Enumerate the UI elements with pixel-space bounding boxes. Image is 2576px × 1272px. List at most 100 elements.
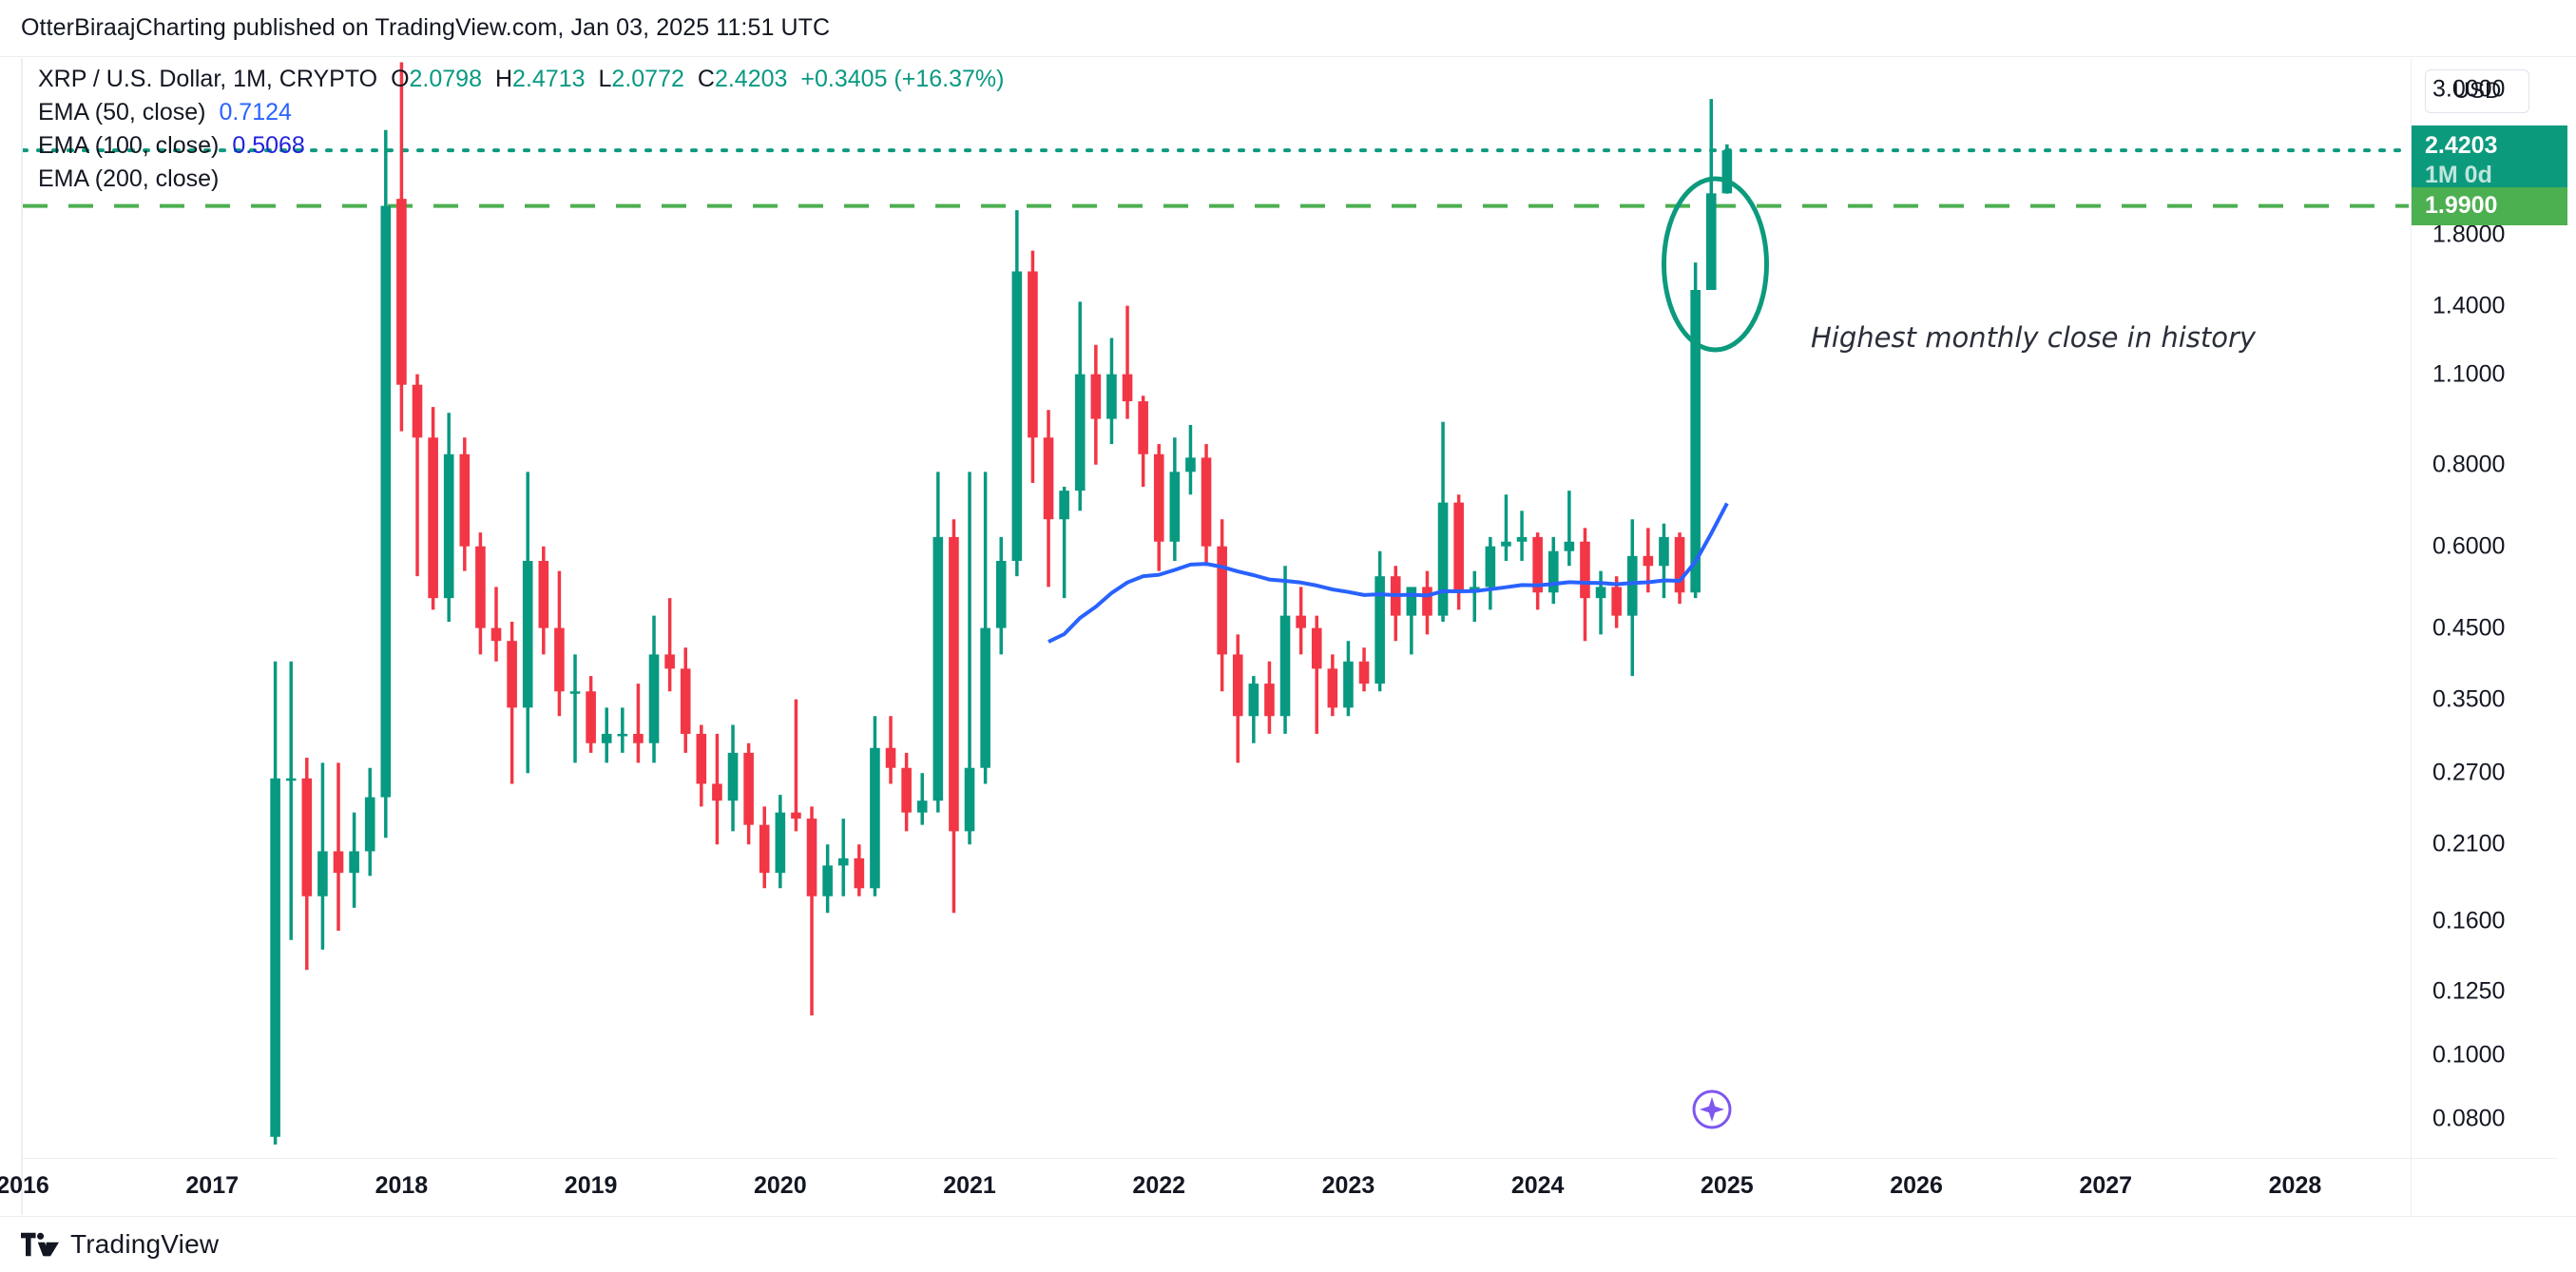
candle-body <box>1028 271 1038 438</box>
candle-body <box>1721 150 1733 194</box>
candle-body <box>885 747 896 768</box>
ai-sparkle-icon[interactable] <box>1690 1088 1734 1131</box>
candle-body <box>995 561 1007 628</box>
candle-body <box>538 561 549 628</box>
time-tick: 2025 <box>1701 1172 1754 1199</box>
price-tick: 0.6000 <box>2432 532 2506 560</box>
price-tick: 1.8000 <box>2432 221 2506 248</box>
price-tick: 0.3500 <box>2432 685 2506 713</box>
candle-body <box>396 199 407 385</box>
candle-body <box>475 546 486 628</box>
candle-body <box>554 627 565 692</box>
candle-body <box>333 851 344 874</box>
candle-body <box>522 561 533 708</box>
price-tick: 0.1600 <box>2432 907 2506 935</box>
candle-body <box>1138 401 1148 454</box>
level-price-value: 1.9900 <box>2425 191 2498 219</box>
candle-body <box>1626 555 1638 616</box>
candle-body <box>791 812 801 819</box>
candle-body <box>854 858 865 889</box>
currency-selector[interactable]: USD <box>2425 69 2529 113</box>
time-tick: 2024 <box>1510 1172 1565 1199</box>
candle-body <box>1406 587 1417 616</box>
candle-body <box>664 654 675 669</box>
time-tick: 2020 <box>754 1172 807 1199</box>
price-tick: 0.2700 <box>2432 759 2506 786</box>
candle-body <box>1611 587 1622 616</box>
level-price-badge[interactable]: 1.9900 <box>2412 186 2567 225</box>
publish-info-text: OtterBiraajCharting published on Trading… <box>21 14 831 41</box>
candle-body <box>380 205 392 798</box>
candle-body <box>916 800 928 813</box>
highlight-ellipse <box>1661 176 1769 353</box>
candle-body <box>1279 615 1291 717</box>
candle-body <box>1122 374 1133 402</box>
price-tick: 0.2100 <box>2432 830 2506 858</box>
candle-body <box>1548 550 1559 593</box>
candle-body <box>349 851 359 874</box>
candle-body <box>490 627 502 642</box>
candle-body <box>727 752 739 801</box>
candle-group <box>270 62 1733 1145</box>
price-tick: 3.0000 <box>2432 75 2506 103</box>
candle-body <box>1358 661 1370 684</box>
candle-body <box>1232 654 1243 717</box>
candle-body <box>428 437 438 599</box>
candle-body <box>1485 546 1496 588</box>
candle-body <box>1705 193 1717 291</box>
candle-body <box>822 865 833 896</box>
time-tick: 2027 <box>2079 1172 2133 1199</box>
last-price-badge[interactable]: 2.4203 1M 0d <box>2412 125 2567 197</box>
candle-body <box>1674 536 1685 593</box>
candle-body <box>1011 271 1023 562</box>
candle-body <box>1595 587 1606 599</box>
time-tick: 2028 <box>2268 1172 2322 1199</box>
candle-body <box>507 641 517 708</box>
tradingview-logo-icon <box>21 1232 59 1257</box>
candle-body <box>1264 684 1275 717</box>
candlestick-series-svg <box>23 62 2409 1145</box>
candle-body <box>949 536 959 832</box>
candle-body <box>1311 627 1322 669</box>
price-tick: 0.8000 <box>2432 451 2506 478</box>
candle-body <box>301 778 313 896</box>
candle-body <box>1296 615 1306 628</box>
brand-name: TradingView <box>70 1229 220 1259</box>
candle-body <box>285 778 297 781</box>
candle-body <box>459 453 471 547</box>
candle-body <box>980 627 990 768</box>
candle-body <box>1043 437 1054 520</box>
candle-body <box>1217 546 1227 655</box>
candle-body <box>1169 472 1181 542</box>
price-scale[interactable]: USD 3.0000 1.8000 1.4000 1.1000 0.8000 0.6000… <box>2411 58 2576 1215</box>
candle-body <box>1690 290 1701 593</box>
candle-body <box>1059 491 1069 520</box>
candle-body <box>1153 453 1164 542</box>
candle-body <box>1343 661 1354 708</box>
candle-body <box>1106 374 1117 419</box>
time-tick: 2019 <box>564 1172 618 1199</box>
chart-frame <box>21 58 2557 1215</box>
ema-50-line <box>1048 502 1729 644</box>
time-tick: 2018 <box>375 1172 429 1199</box>
candle-body <box>1501 541 1511 547</box>
candle-body <box>932 536 944 801</box>
candle-body <box>617 733 628 737</box>
annotation-label[interactable]: Highest monthly close in history <box>1811 321 2257 354</box>
candle-body <box>1643 555 1654 567</box>
candle-body <box>696 733 707 784</box>
candle-body <box>1090 374 1102 419</box>
candle-body <box>1580 541 1590 599</box>
time-scale[interactable]: 2016 2017 2018 2019 2020 2021 2022 2023 2024 2025… <box>0 1158 2557 1215</box>
candle-body <box>901 767 912 813</box>
time-tick: 2023 <box>1321 1172 1375 1199</box>
candle-body <box>964 767 975 832</box>
candle-body <box>569 691 581 694</box>
candle-body <box>1185 457 1196 472</box>
candle-body <box>1201 457 1212 547</box>
time-tick: 2026 <box>1890 1172 1943 1199</box>
price-tick: 0.4500 <box>2432 614 2506 642</box>
chart-plot-area[interactable] <box>23 58 2409 1148</box>
price-tick: 1.1000 <box>2432 360 2506 388</box>
